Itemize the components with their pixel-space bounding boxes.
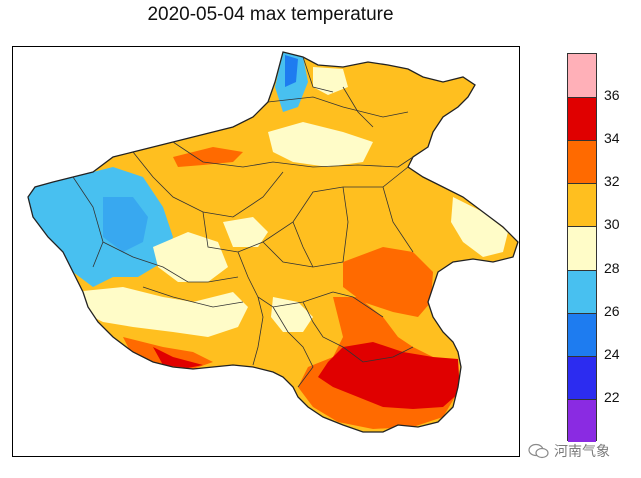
colorbar-tick-label: 26 bbox=[604, 302, 620, 319]
colorbar-segment bbox=[568, 398, 596, 442]
colorbar-tick-label: 22 bbox=[604, 388, 620, 405]
colorbar-segment bbox=[568, 140, 596, 184]
henan-temperature-map bbox=[27, 51, 519, 433]
watermark-text: 河南气象 bbox=[554, 443, 610, 459]
wechat-icon bbox=[528, 443, 549, 459]
colorbar-tick-label: 32 bbox=[604, 173, 620, 190]
province-border bbox=[27, 51, 519, 433]
colorbar-segment bbox=[568, 54, 596, 98]
colorbar-segment bbox=[568, 226, 596, 270]
colorbar-tick-label: 28 bbox=[604, 259, 620, 276]
colorbar-tick-label: 34 bbox=[604, 130, 620, 147]
map-frame bbox=[12, 46, 520, 457]
colorbar-segment bbox=[568, 269, 596, 313]
colorbar bbox=[567, 53, 597, 442]
watermark: 河南气象 bbox=[528, 441, 610, 461]
map-title: 2020-05-04 max temperature bbox=[147, 4, 394, 25]
colorbar-segment bbox=[568, 312, 596, 356]
colorbar-tick-label: 30 bbox=[604, 216, 620, 233]
city-borders bbox=[72, 56, 414, 388]
colorbar-segment bbox=[568, 97, 596, 141]
colorbar-tick-label: 24 bbox=[604, 345, 620, 362]
colorbar-segment bbox=[568, 355, 596, 399]
colorbar-tick-label: 36 bbox=[604, 87, 620, 104]
colorbar-segment bbox=[568, 183, 596, 227]
